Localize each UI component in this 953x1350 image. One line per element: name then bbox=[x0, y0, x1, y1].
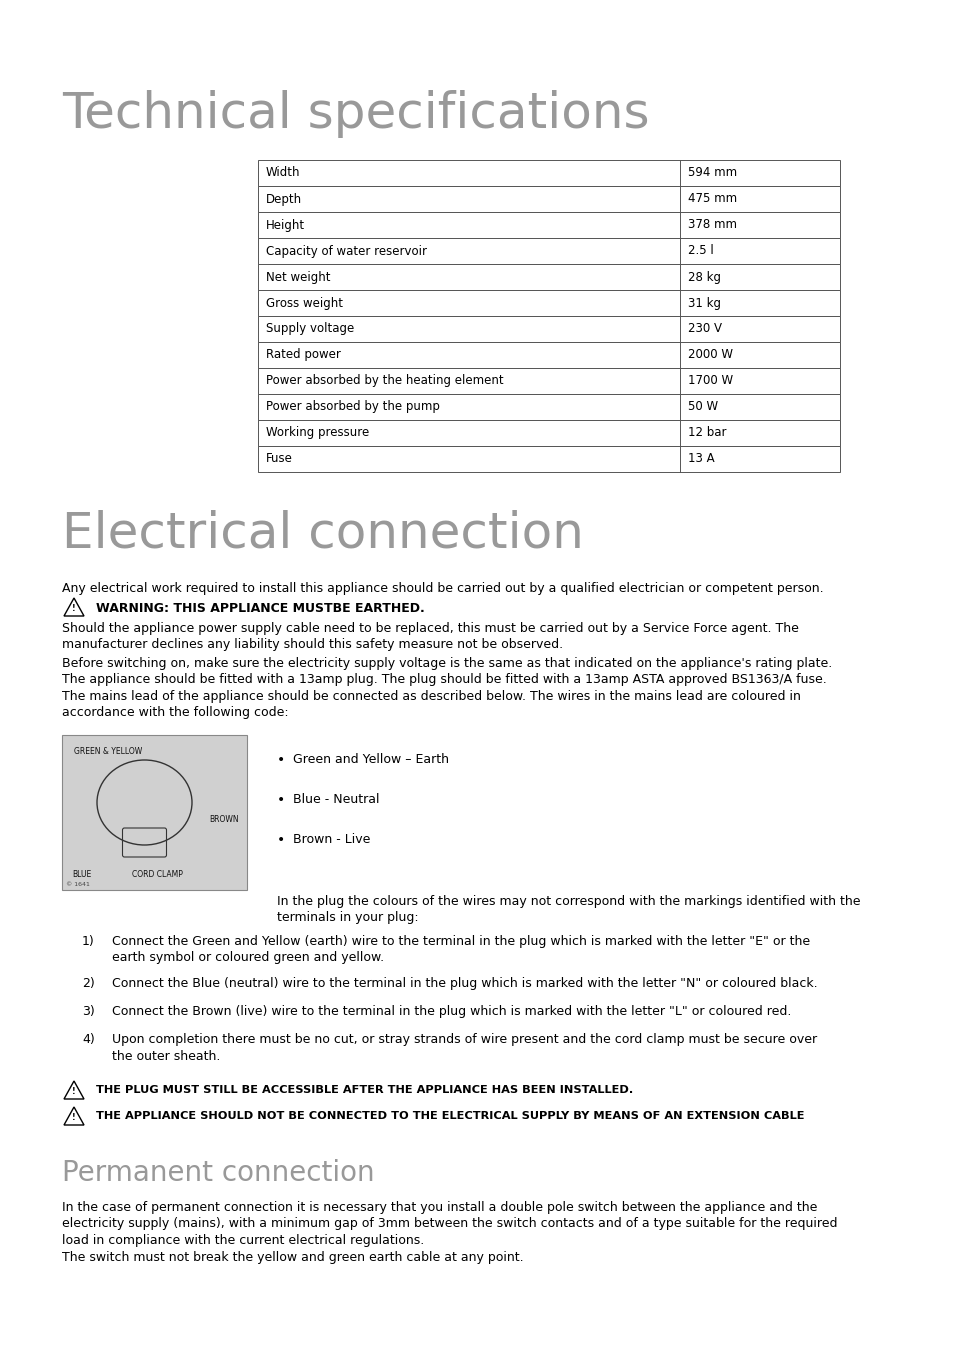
Bar bbox=[257, 316, 840, 342]
Text: 2): 2) bbox=[82, 977, 94, 990]
Bar bbox=[257, 394, 840, 420]
Text: Width: Width bbox=[266, 166, 300, 180]
Text: Should the appliance power supply cable need to be replaced, this must be carrie: Should the appliance power supply cable … bbox=[62, 622, 798, 652]
Text: !: ! bbox=[72, 605, 75, 613]
Text: Green and Yellow – Earth: Green and Yellow – Earth bbox=[293, 753, 449, 765]
Bar bbox=[257, 369, 840, 394]
Text: Supply voltage: Supply voltage bbox=[266, 323, 354, 336]
Bar bbox=[257, 342, 840, 369]
Bar bbox=[257, 161, 840, 186]
Text: 31 kg: 31 kg bbox=[687, 297, 720, 309]
Text: Upon completion there must be no cut, or stray strands of wire present and the c: Upon completion there must be no cut, or… bbox=[112, 1033, 817, 1062]
Bar bbox=[257, 446, 840, 472]
Text: Depth: Depth bbox=[266, 193, 302, 205]
Text: 4): 4) bbox=[82, 1033, 94, 1046]
Bar bbox=[257, 265, 840, 290]
Bar bbox=[257, 290, 840, 316]
Text: THE APPLIANCE SHOULD NOT BE CONNECTED TO THE ELECTRICAL SUPPLY BY MEANS OF AN EX: THE APPLIANCE SHOULD NOT BE CONNECTED TO… bbox=[96, 1111, 803, 1120]
Text: BROWN: BROWN bbox=[209, 815, 239, 824]
Text: 230 V: 230 V bbox=[687, 323, 721, 336]
Text: CORD CLAMP: CORD CLAMP bbox=[132, 869, 183, 879]
Text: •: • bbox=[276, 753, 285, 767]
Text: Capacity of water reservoir: Capacity of water reservoir bbox=[266, 244, 427, 258]
Text: In the plug the colours of the wires may not correspond with the markings identi: In the plug the colours of the wires may… bbox=[276, 895, 860, 925]
Text: In the case of permanent connection it is necessary that you install a double po: In the case of permanent connection it i… bbox=[62, 1202, 837, 1264]
Bar bbox=[257, 238, 840, 265]
Text: 594 mm: 594 mm bbox=[687, 166, 737, 180]
Text: Working pressure: Working pressure bbox=[266, 427, 369, 440]
Text: Connect the Brown (live) wire to the terminal in the plug which is marked with t: Connect the Brown (live) wire to the ter… bbox=[112, 1004, 791, 1018]
Text: Before switching on, make sure the electricity supply voltage is the same as tha: Before switching on, make sure the elect… bbox=[62, 657, 831, 720]
Text: WARNING: THIS APPLIANCE MUSTBE EARTHED.: WARNING: THIS APPLIANCE MUSTBE EARTHED. bbox=[96, 602, 424, 616]
Text: Connect the Blue (neutral) wire to the terminal in the plug which is marked with: Connect the Blue (neutral) wire to the t… bbox=[112, 977, 817, 990]
Text: Any electrical work required to install this appliance should be carried out by : Any electrical work required to install … bbox=[62, 582, 822, 595]
Text: Height: Height bbox=[266, 219, 305, 231]
Text: Permanent connection: Permanent connection bbox=[62, 1160, 375, 1187]
Bar bbox=[257, 186, 840, 212]
Text: GREEN & YELLOW: GREEN & YELLOW bbox=[74, 747, 142, 756]
Text: Power absorbed by the heating element: Power absorbed by the heating element bbox=[266, 374, 503, 387]
Bar bbox=[257, 420, 840, 446]
Bar bbox=[62, 734, 247, 890]
Text: Fuse: Fuse bbox=[266, 452, 293, 466]
Text: •: • bbox=[276, 792, 285, 807]
Text: © 1641: © 1641 bbox=[66, 882, 90, 887]
Text: Brown - Live: Brown - Live bbox=[293, 833, 370, 846]
Text: BLUE: BLUE bbox=[71, 869, 91, 879]
Text: 28 kg: 28 kg bbox=[687, 270, 720, 284]
Text: 378 mm: 378 mm bbox=[687, 219, 737, 231]
Text: 1): 1) bbox=[82, 936, 94, 948]
Text: Connect the Green and Yellow (earth) wire to the terminal in the plug which is m: Connect the Green and Yellow (earth) wir… bbox=[112, 936, 809, 964]
Text: !: ! bbox=[72, 1114, 75, 1122]
Text: •: • bbox=[276, 833, 285, 846]
Text: 475 mm: 475 mm bbox=[687, 193, 737, 205]
Text: Rated power: Rated power bbox=[266, 348, 340, 362]
Text: Technical specifications: Technical specifications bbox=[62, 90, 649, 138]
Text: THE PLUG MUST STILL BE ACCESSIBLE AFTER THE APPLIANCE HAS BEEN INSTALLED.: THE PLUG MUST STILL BE ACCESSIBLE AFTER … bbox=[96, 1085, 633, 1095]
Text: Electrical connection: Electrical connection bbox=[62, 510, 583, 558]
Text: 3): 3) bbox=[82, 1004, 94, 1018]
Text: 1700 W: 1700 W bbox=[687, 374, 732, 387]
Text: 2000 W: 2000 W bbox=[687, 348, 732, 362]
Text: 50 W: 50 W bbox=[687, 401, 718, 413]
Text: 13 A: 13 A bbox=[687, 452, 714, 466]
Text: !: ! bbox=[72, 1088, 75, 1096]
Bar bbox=[257, 212, 840, 238]
Text: Blue - Neutral: Blue - Neutral bbox=[293, 792, 379, 806]
Text: Net weight: Net weight bbox=[266, 270, 330, 284]
Text: Power absorbed by the pump: Power absorbed by the pump bbox=[266, 401, 439, 413]
Text: Gross weight: Gross weight bbox=[266, 297, 343, 309]
Text: 12 bar: 12 bar bbox=[687, 427, 726, 440]
Text: 2.5 l: 2.5 l bbox=[687, 244, 713, 258]
